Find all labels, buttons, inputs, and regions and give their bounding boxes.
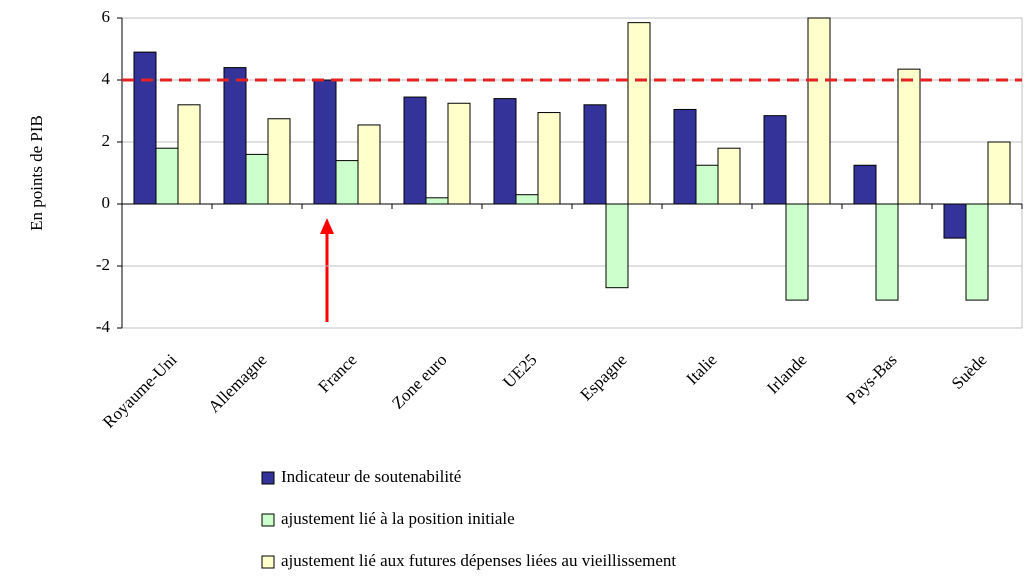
bar (583, 104, 607, 205)
y-tick-label: 6 (102, 7, 111, 26)
y-tick-label: 0 (102, 193, 111, 212)
bar (965, 203, 989, 301)
bar (313, 79, 337, 205)
bar (695, 164, 719, 205)
bar (223, 67, 247, 205)
legend-swatch (261, 555, 275, 569)
bar (785, 203, 809, 301)
x-tick-label: Suède (948, 350, 991, 393)
bar (673, 108, 697, 205)
bar (133, 51, 157, 205)
bar (537, 112, 561, 205)
bar (875, 203, 899, 301)
bar (515, 194, 539, 205)
y-tick-label: -2 (96, 255, 110, 274)
y-tick-label: 2 (102, 131, 111, 150)
x-tick-label: Royaume-Uni (99, 350, 181, 432)
bar (493, 98, 517, 205)
legend-swatch (261, 471, 275, 485)
legend-label: Indicateur de soutenabilité (281, 467, 461, 486)
y-tick-label: 4 (102, 69, 111, 88)
x-tick-label: Pays-Bas (842, 350, 900, 408)
legend-swatch (261, 513, 275, 527)
y-axis-label: En points de PIB (27, 115, 46, 231)
bar (177, 104, 201, 205)
bar (897, 68, 921, 205)
y-tick-label: -4 (96, 317, 111, 336)
x-tick-label: UE25 (499, 350, 540, 391)
bar (267, 118, 291, 205)
x-tick-label: France (314, 350, 360, 396)
bar (335, 160, 359, 205)
bar (155, 147, 179, 205)
bar (627, 22, 651, 205)
x-tick-label: Espagne (576, 350, 630, 404)
legend-label: ajustement lié à la position initiale (281, 509, 515, 528)
legend-label: ajustement lié aux futures dépenses liée… (281, 551, 676, 570)
bar (943, 203, 967, 239)
bar (717, 147, 741, 205)
bar (987, 141, 1011, 205)
x-tick-label: Irlande (763, 350, 810, 397)
bar (605, 203, 629, 289)
x-tick-label: Italie (682, 350, 720, 388)
x-tick-label: Zone euro (388, 350, 451, 413)
bar (763, 115, 787, 205)
bar (425, 197, 449, 205)
bar (853, 164, 877, 205)
bar (357, 124, 381, 205)
bar (245, 153, 269, 205)
bar (447, 102, 471, 205)
arrow-head (320, 218, 334, 234)
x-tick-label: Allemagne (204, 350, 270, 416)
bar (807, 17, 831, 205)
bar (403, 96, 427, 205)
